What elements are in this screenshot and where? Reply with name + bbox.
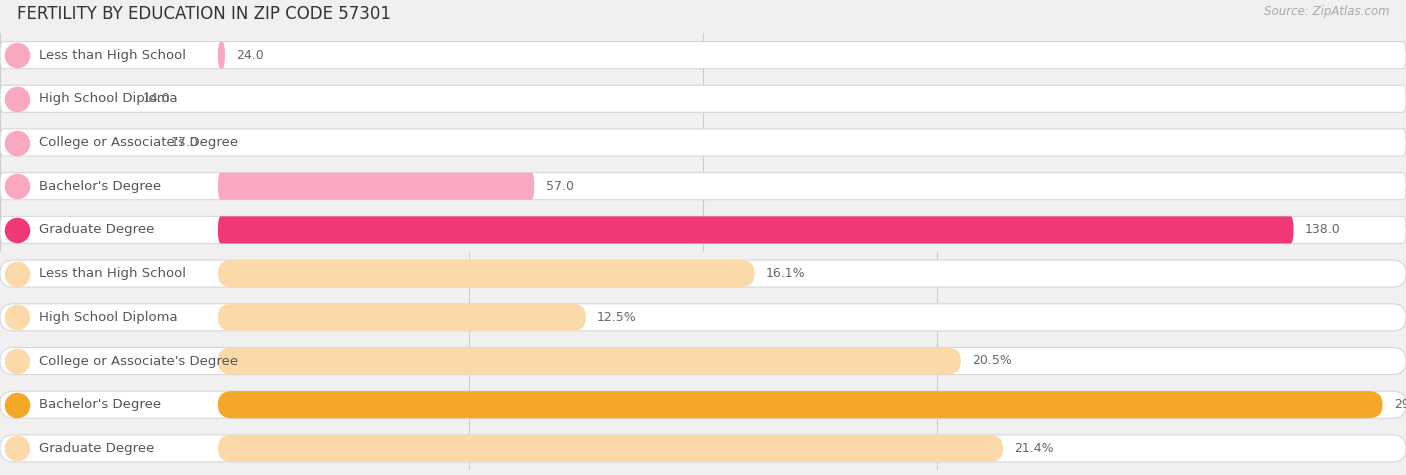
Text: Graduate Degree: Graduate Degree xyxy=(39,442,155,455)
Text: 24.0: 24.0 xyxy=(236,48,264,62)
Text: College or Associate's Degree: College or Associate's Degree xyxy=(39,136,239,149)
Text: Less than High School: Less than High School xyxy=(39,48,186,62)
FancyBboxPatch shape xyxy=(218,41,225,69)
Text: High School Diploma: High School Diploma xyxy=(39,92,177,105)
Text: FERTILITY BY EDUCATION IN ZIP CODE 57301: FERTILITY BY EDUCATION IN ZIP CODE 57301 xyxy=(17,5,391,23)
FancyBboxPatch shape xyxy=(0,216,1406,244)
FancyBboxPatch shape xyxy=(218,216,1294,244)
FancyBboxPatch shape xyxy=(0,347,1406,375)
Text: 12.5%: 12.5% xyxy=(598,311,637,324)
FancyBboxPatch shape xyxy=(218,304,586,331)
Text: 21.4%: 21.4% xyxy=(1014,442,1054,455)
FancyBboxPatch shape xyxy=(218,260,755,287)
FancyBboxPatch shape xyxy=(0,260,1406,287)
Text: Bachelor's Degree: Bachelor's Degree xyxy=(39,398,162,411)
Text: 57.0: 57.0 xyxy=(546,180,574,193)
Text: 14.0: 14.0 xyxy=(142,92,170,105)
Text: Bachelor's Degree: Bachelor's Degree xyxy=(39,180,162,193)
FancyBboxPatch shape xyxy=(0,129,1406,156)
FancyBboxPatch shape xyxy=(218,347,960,375)
FancyBboxPatch shape xyxy=(0,172,1406,200)
Text: 20.5%: 20.5% xyxy=(972,354,1012,368)
Text: High School Diploma: High School Diploma xyxy=(39,311,177,324)
FancyBboxPatch shape xyxy=(0,41,1406,69)
Text: 17.0: 17.0 xyxy=(170,136,198,149)
Text: Less than High School: Less than High School xyxy=(39,267,186,280)
FancyBboxPatch shape xyxy=(0,391,1406,418)
FancyBboxPatch shape xyxy=(218,391,1382,418)
FancyBboxPatch shape xyxy=(0,85,1406,113)
FancyBboxPatch shape xyxy=(0,304,1406,331)
Text: Graduate Degree: Graduate Degree xyxy=(39,223,155,237)
FancyBboxPatch shape xyxy=(218,435,1002,462)
Text: 16.1%: 16.1% xyxy=(766,267,806,280)
FancyBboxPatch shape xyxy=(0,435,1406,462)
Text: Source: ZipAtlas.com: Source: ZipAtlas.com xyxy=(1264,5,1389,18)
Text: 138.0: 138.0 xyxy=(1305,223,1340,237)
FancyBboxPatch shape xyxy=(218,172,534,200)
Text: 29.5%: 29.5% xyxy=(1393,398,1406,411)
Text: College or Associate's Degree: College or Associate's Degree xyxy=(39,354,239,368)
